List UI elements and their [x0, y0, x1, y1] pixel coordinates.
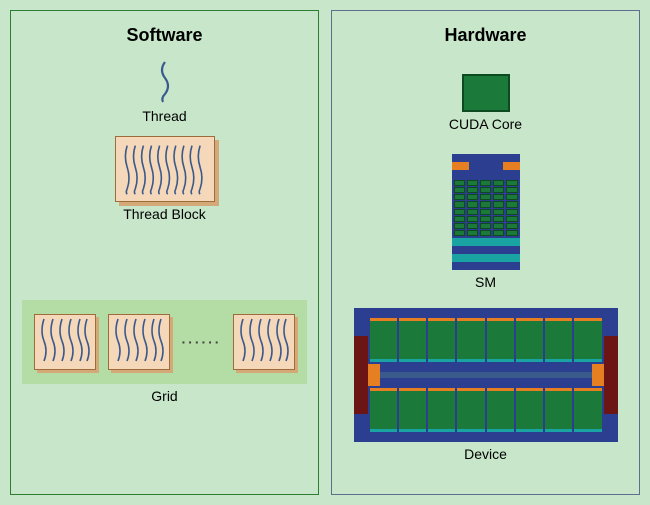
device-icon	[354, 308, 618, 442]
grid-label: Grid	[151, 388, 177, 404]
thread-block-icon	[115, 136, 215, 202]
thread-label: Thread	[142, 108, 186, 124]
thread-icon	[153, 60, 177, 104]
sm-label: SM	[475, 274, 496, 290]
software-panel: Software Thread Thread Block	[10, 10, 319, 495]
grid-icon: ······	[22, 300, 308, 384]
grid-block	[233, 314, 295, 370]
software-title: Software	[126, 25, 202, 46]
hardware-title: Hardware	[444, 25, 526, 46]
device-label: Device	[464, 446, 507, 462]
grid-block	[34, 314, 96, 370]
sm-icon	[452, 154, 520, 270]
thread-block-label: Thread Block	[123, 206, 205, 222]
cuda-core-label: CUDA Core	[449, 116, 522, 132]
grid-block	[108, 314, 170, 370]
sm-core-grid	[452, 178, 520, 238]
cuda-core-icon	[462, 74, 510, 112]
hardware-panel: Hardware CUDA Core SM	[331, 10, 640, 495]
ellipsis: ······	[182, 334, 222, 350]
